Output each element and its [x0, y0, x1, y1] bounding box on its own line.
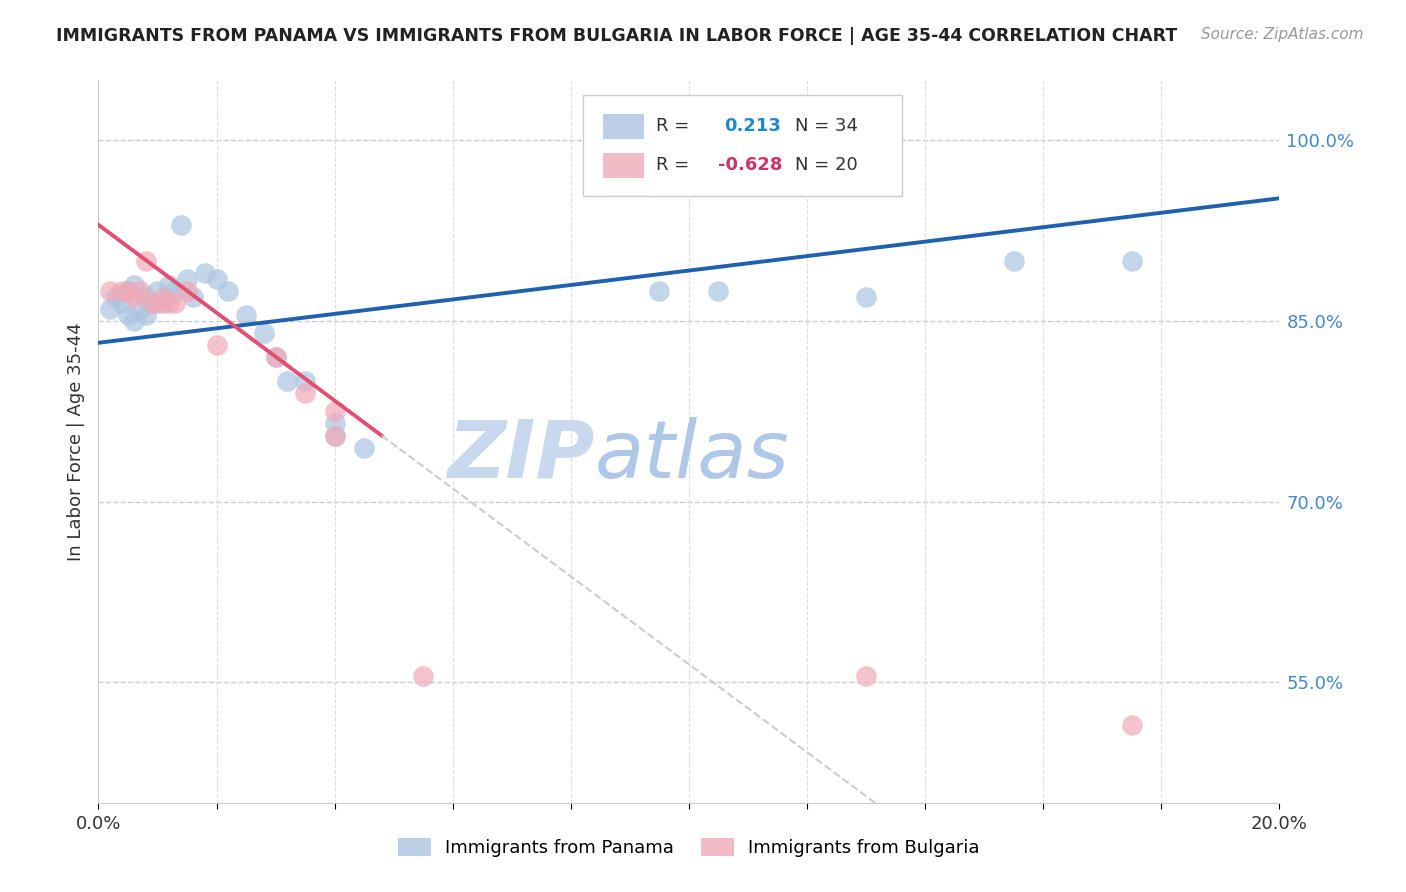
Point — [98, 284, 121, 298]
Point — [122, 290, 145, 304]
Point — [205, 338, 228, 352]
Y-axis label: In Labor Force | Age 35-44: In Labor Force | Age 35-44 — [66, 322, 84, 561]
Point — [235, 308, 257, 322]
FancyBboxPatch shape — [582, 95, 901, 196]
Point — [122, 277, 145, 292]
Point — [323, 404, 346, 418]
Point — [648, 284, 671, 298]
Point — [141, 296, 163, 310]
Point — [165, 284, 187, 298]
Point — [157, 296, 180, 310]
Point — [194, 266, 217, 280]
Point — [323, 428, 346, 442]
Point — [855, 669, 877, 683]
Point — [157, 277, 180, 292]
Point — [98, 301, 121, 317]
Text: R =: R = — [655, 117, 689, 135]
Point — [323, 428, 346, 442]
Point — [146, 296, 169, 310]
Point — [128, 301, 150, 317]
Text: 0.213: 0.213 — [724, 117, 782, 135]
Point — [135, 254, 157, 268]
Text: Source: ZipAtlas.com: Source: ZipAtlas.com — [1201, 27, 1364, 42]
Text: IMMIGRANTS FROM PANAMA VS IMMIGRANTS FROM BULGARIA IN LABOR FORCE | AGE 35-44 CO: IMMIGRANTS FROM PANAMA VS IMMIGRANTS FRO… — [56, 27, 1177, 45]
Point — [135, 290, 157, 304]
Point — [117, 308, 139, 322]
Point — [111, 284, 134, 298]
Point — [707, 284, 730, 298]
Point — [217, 284, 239, 298]
Point — [253, 326, 276, 341]
Point — [323, 417, 346, 431]
Point — [128, 284, 150, 298]
Point — [294, 375, 316, 389]
Point — [181, 290, 204, 304]
Point — [117, 284, 139, 298]
Point — [105, 290, 128, 304]
FancyBboxPatch shape — [603, 153, 644, 178]
Point — [205, 272, 228, 286]
Text: ZIP: ZIP — [447, 417, 595, 495]
Point — [855, 290, 877, 304]
Point — [353, 441, 375, 455]
Point — [264, 351, 287, 365]
Text: R =: R = — [655, 156, 689, 174]
Point — [412, 669, 434, 683]
Point — [135, 308, 157, 322]
Point — [117, 284, 139, 298]
Point — [176, 284, 198, 298]
Point — [1121, 254, 1143, 268]
FancyBboxPatch shape — [603, 113, 644, 139]
Text: -0.628: -0.628 — [718, 156, 783, 174]
Text: atlas: atlas — [595, 417, 789, 495]
Point — [165, 296, 187, 310]
Point — [276, 375, 298, 389]
Point — [176, 272, 198, 286]
Point — [111, 296, 134, 310]
Text: N = 34: N = 34 — [796, 117, 858, 135]
Point — [141, 296, 163, 310]
Point — [1121, 717, 1143, 731]
Point — [152, 296, 174, 310]
Point — [1002, 254, 1025, 268]
Text: N = 20: N = 20 — [796, 156, 858, 174]
Point — [122, 314, 145, 328]
Point — [264, 351, 287, 365]
Point — [152, 290, 174, 304]
Point — [294, 386, 316, 401]
Point — [146, 284, 169, 298]
Point — [170, 218, 193, 232]
Legend: Immigrants from Panama, Immigrants from Bulgaria: Immigrants from Panama, Immigrants from … — [389, 829, 988, 866]
